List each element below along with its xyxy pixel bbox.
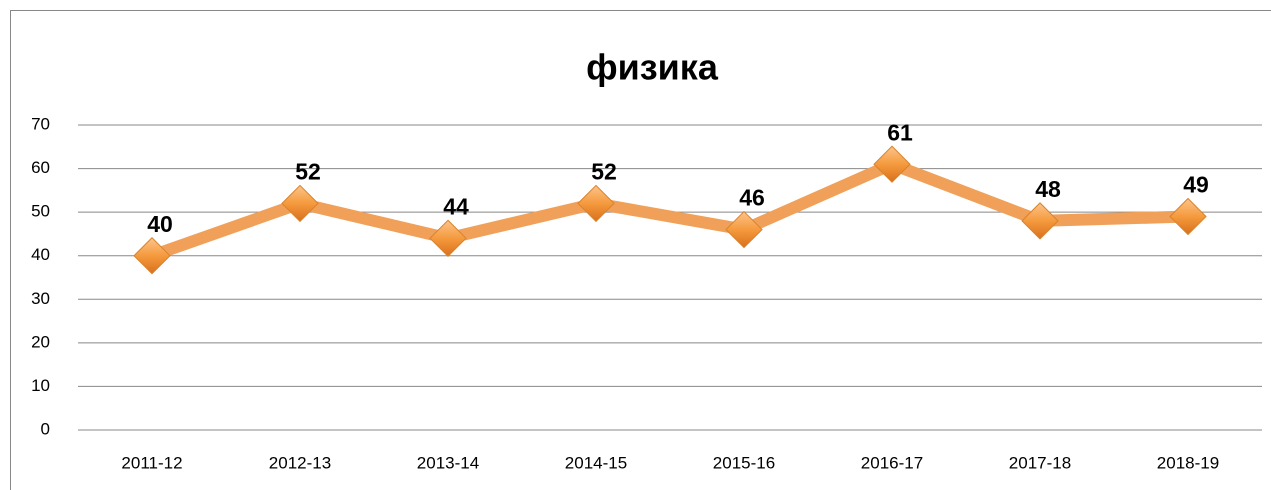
marker — [1169, 197, 1207, 236]
x-tick-label: 2012-13 — [269, 453, 331, 472]
marker — [1021, 202, 1059, 240]
y-tick-label: 20 — [31, 332, 50, 351]
value-label: 40 — [147, 211, 173, 237]
value-label: 61 — [887, 119, 913, 145]
value-label: 46 — [739, 185, 765, 211]
y-tick-label: 30 — [31, 289, 50, 308]
x-tick-label: 2016-17 — [861, 453, 923, 472]
value-label: 49 — [1183, 172, 1209, 198]
y-tick-label: 40 — [31, 245, 50, 264]
value-label: 44 — [443, 193, 469, 219]
y-tick-label: 10 — [31, 376, 50, 395]
y-tick-label: 0 — [41, 419, 50, 438]
x-tick-label: 2015-16 — [713, 453, 775, 472]
x-tick-label: 2018-19 — [1157, 453, 1219, 472]
y-tick-label: 70 — [31, 114, 50, 133]
marker — [281, 184, 319, 223]
marker — [133, 237, 171, 275]
x-tick-label: 2011-12 — [121, 453, 182, 472]
value-label: 48 — [1035, 176, 1061, 202]
chart-title: физика — [586, 47, 719, 88]
y-tick-label: 60 — [31, 158, 50, 177]
marker — [429, 219, 467, 257]
y-tick-label: 50 — [31, 202, 50, 221]
marker — [873, 145, 911, 183]
value-label: 52 — [591, 159, 617, 185]
value-label: 52 — [295, 159, 321, 185]
x-tick-label: 2014-15 — [565, 453, 627, 472]
line-series — [150, 158, 1189, 262]
x-tick-label: 2013-14 — [417, 453, 479, 472]
marker — [725, 210, 763, 249]
x-tick-label: 2017-18 — [1009, 453, 1071, 472]
chart-frame — [10, 10, 1271, 490]
marker — [577, 184, 615, 223]
